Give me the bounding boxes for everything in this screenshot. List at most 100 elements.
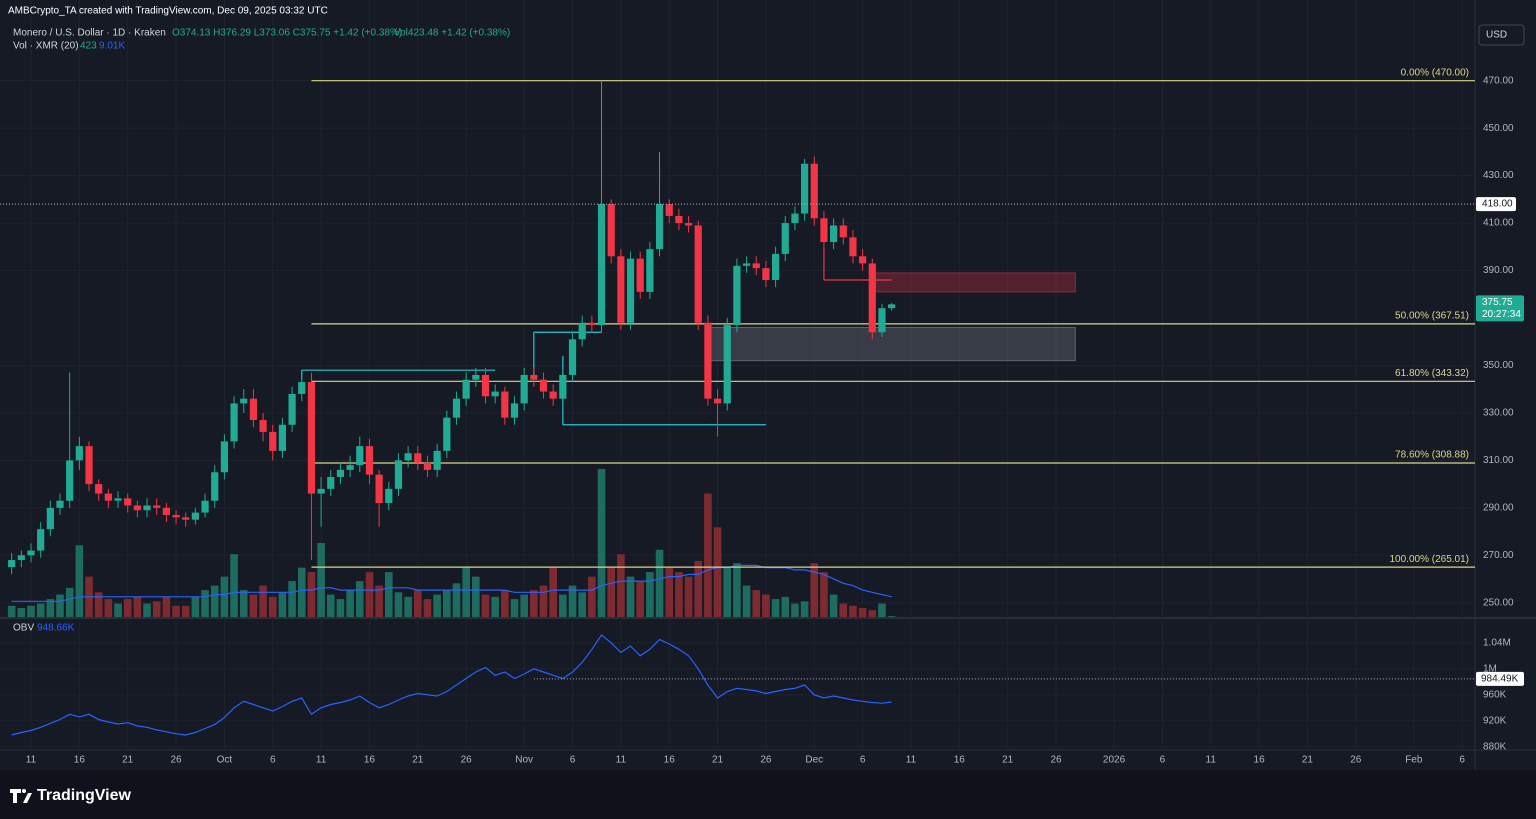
- candle-body: [597, 204, 606, 326]
- candle-body: [539, 379, 548, 392]
- candle-body: [491, 391, 499, 397]
- volume-bar: [539, 585, 548, 617]
- volume-bar: [239, 590, 248, 617]
- volume-bar: [210, 585, 219, 617]
- volume-bar: [191, 596, 200, 617]
- candle-body: [201, 500, 209, 513]
- volume-bar: [771, 599, 780, 617]
- obv-tick-label: 960K: [1483, 689, 1507, 700]
- candle-body: [85, 446, 93, 485]
- volume-last: 423: [80, 41, 97, 52]
- x-tick-label: 11: [906, 755, 917, 766]
- volume-ma-last: 9.01K: [99, 41, 125, 52]
- volume-bar: [326, 594, 335, 617]
- candle-body: [443, 417, 451, 451]
- volume-bar: [201, 590, 209, 617]
- candle-body: [559, 374, 567, 399]
- volume-bar: [220, 576, 229, 617]
- candle-body: [472, 374, 480, 380]
- volume-bar: [375, 585, 383, 617]
- brand-logo: [10, 789, 32, 803]
- volume-bar: [259, 585, 267, 617]
- candle-body: [859, 256, 867, 264]
- y-tick-label: 270.00: [1483, 550, 1514, 561]
- fib-label: 78.60% (308.88): [1395, 450, 1469, 461]
- volume-bar: [288, 581, 296, 617]
- volume-bar: [491, 596, 499, 617]
- volume-bar: [481, 594, 490, 617]
- volume-bar: [297, 567, 306, 617]
- volume-bar: [384, 572, 393, 617]
- volume-bar: [588, 576, 596, 617]
- volume-bar: [578, 592, 586, 617]
- obv-tick-label: 920K: [1483, 715, 1507, 726]
- candle-body: [95, 484, 103, 494]
- candle-body: [733, 265, 741, 326]
- price-marker-label: 418.00: [1482, 199, 1513, 210]
- candle-body: [433, 450, 441, 470]
- credit: AMBCrypto_TA created with TradingView.co…: [8, 6, 328, 17]
- volume-bar: [249, 594, 258, 617]
- volume-bar: [114, 603, 122, 617]
- zone: [707, 326, 1076, 362]
- x-tick-label: 6: [270, 755, 276, 766]
- candle-body: [723, 325, 731, 404]
- candle-body: [191, 512, 199, 520]
- volume-bar: [510, 599, 519, 617]
- x-tick-label: 11: [1206, 755, 1217, 766]
- volume-bar: [752, 590, 761, 617]
- price-marker-box: [1476, 295, 1524, 322]
- y-tick-label: 290.00: [1483, 502, 1514, 513]
- volume-bar: [462, 567, 470, 617]
- price-marker-box: [1476, 197, 1516, 212]
- volume-bar: [133, 596, 142, 617]
- volume-bar: [172, 605, 180, 617]
- currency-box[interactable]: [1478, 24, 1525, 46]
- volume-bar: [46, 599, 55, 617]
- candle-body: [781, 223, 789, 254]
- volume-bar: [346, 590, 354, 617]
- y-tick-label: 430.00: [1483, 170, 1514, 181]
- x-tick-label: 21: [412, 755, 424, 766]
- volume-bar: [94, 592, 103, 617]
- volume-bar: [820, 572, 828, 617]
- x-tick-label: 26: [1050, 755, 1062, 766]
- candle-body: [742, 263, 751, 266]
- volume-bar: [75, 545, 84, 617]
- x-tick-label: Feb: [1405, 755, 1423, 766]
- volume-bar: [655, 549, 664, 617]
- obv-line: [11, 634, 892, 736]
- candle-body: [801, 163, 809, 214]
- obv-marker-label: 984.49K: [1481, 673, 1519, 684]
- candle-body: [288, 393, 296, 425]
- candle-body: [404, 453, 412, 461]
- volume-bar: [65, 587, 74, 617]
- volume-bar: [56, 594, 64, 617]
- x-tick-label: 21: [712, 755, 724, 766]
- obv-last: 948.66K: [37, 623, 75, 634]
- volume-bar: [336, 599, 345, 617]
- candle-body: [810, 163, 818, 219]
- candle-body: [66, 460, 74, 501]
- volume-bar: [36, 603, 45, 617]
- volume-bar: [27, 605, 35, 617]
- candle-body: [694, 225, 702, 323]
- x-tick-label: 16: [364, 755, 376, 766]
- candle-body: [820, 218, 828, 243]
- candle-body: [752, 263, 760, 269]
- x-tick-label: 26: [1350, 755, 1362, 766]
- ohlc: O374.13 H376.29 L373.06 C375.75 +1.42 (+…: [172, 28, 402, 39]
- volume-bar: [472, 576, 480, 617]
- candle-body: [394, 460, 403, 489]
- volume-bar: [394, 592, 403, 617]
- x-tick-label: 26: [461, 755, 473, 766]
- volume-bar: [713, 527, 722, 617]
- volume-bar: [123, 599, 132, 617]
- currency[interactable]: USD: [1486, 30, 1507, 41]
- candle-body: [791, 213, 799, 224]
- x-tick-label: 21: [1002, 755, 1014, 766]
- candle-body: [684, 223, 693, 226]
- volume-bar: [307, 572, 316, 617]
- obv-marker-box: [1476, 671, 1524, 686]
